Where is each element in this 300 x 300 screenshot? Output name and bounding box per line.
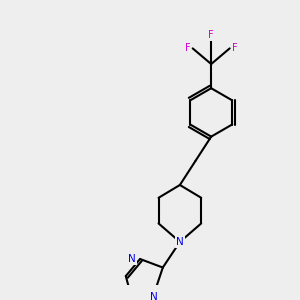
Text: N: N: [150, 292, 158, 300]
Text: F: F: [208, 30, 214, 40]
Text: F: F: [232, 44, 238, 53]
Text: F: F: [185, 44, 191, 53]
Text: N: N: [128, 254, 136, 264]
Text: N: N: [176, 237, 184, 247]
